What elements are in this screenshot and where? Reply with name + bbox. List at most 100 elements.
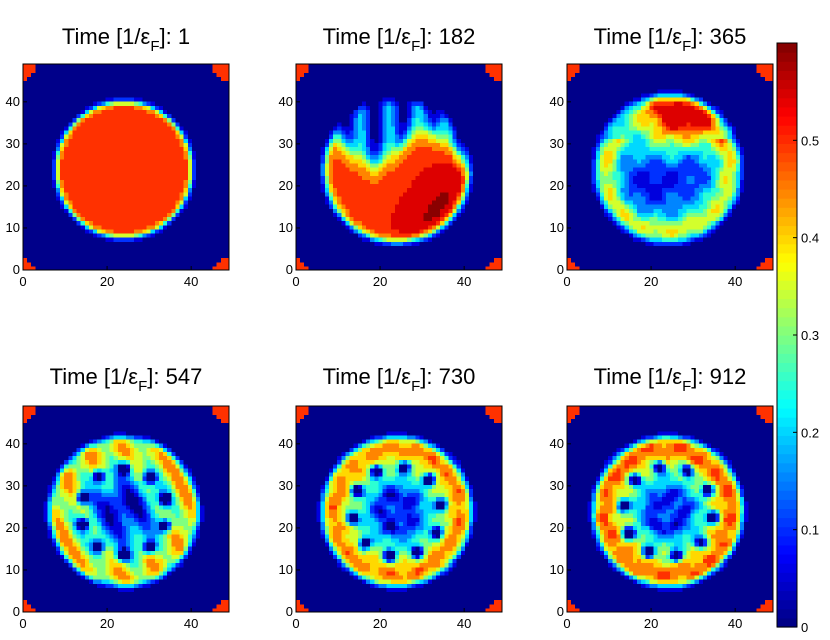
heatmap-cell (415, 105, 420, 110)
heatmap-cell (134, 216, 139, 221)
heatmap-cell (300, 175, 305, 180)
heatmap-cell (345, 254, 350, 259)
heatmap-cell (217, 118, 222, 123)
heatmap-cell (97, 200, 102, 205)
heatmap-cell (296, 171, 301, 176)
heatmap-cell (407, 134, 412, 139)
heatmap-cell (138, 101, 143, 106)
heatmap-cell (457, 85, 462, 90)
heatmap-cell (126, 204, 131, 209)
heatmap-cell (333, 196, 338, 201)
heatmap-cell (308, 142, 313, 147)
heatmap-cell (337, 171, 342, 176)
heatmap-cell (151, 101, 156, 106)
heatmap-cell (105, 212, 110, 217)
heatmap-cell (341, 126, 346, 131)
heatmap-cell (208, 155, 213, 160)
heatmap-cell (196, 85, 201, 90)
heatmap-cell (494, 216, 499, 221)
heatmap-cell (391, 126, 396, 131)
heatmap-cell (337, 97, 342, 102)
heatmap-cell (350, 233, 355, 238)
heatmap-cell (312, 101, 317, 106)
heatmap-cell (465, 241, 470, 246)
heatmap-cell (440, 188, 445, 193)
heatmap-cell (461, 76, 466, 81)
heatmap-cell (308, 126, 313, 131)
heatmap-cell (473, 93, 478, 98)
heatmap-cell (68, 163, 73, 168)
heatmap-cell (114, 233, 119, 238)
heatmap-cell (391, 237, 396, 242)
heatmap-cell (448, 118, 453, 123)
heatmap-cell (296, 237, 301, 242)
heatmap-cell (155, 258, 160, 263)
heatmap-cell (130, 85, 135, 90)
heatmap-cell (221, 229, 226, 234)
heatmap-cell (171, 109, 176, 114)
heatmap-cell (481, 159, 486, 164)
heatmap-cell (440, 241, 445, 246)
heatmap-cell (358, 183, 363, 188)
heatmap-cell (399, 72, 404, 77)
heatmap-cell (159, 204, 164, 209)
heatmap-cell (52, 237, 57, 242)
heatmap-cell (114, 146, 119, 151)
heatmap-cell (477, 105, 482, 110)
heatmap-cell (134, 262, 139, 267)
heatmap-cell (39, 68, 44, 73)
heatmap-cell (52, 146, 57, 151)
heatmap-cell (296, 130, 301, 135)
heatmap-cell (159, 97, 164, 102)
heatmap-cell (378, 163, 383, 168)
heatmap-cell (81, 204, 86, 209)
heatmap-cell (147, 229, 152, 234)
heatmap-cell (428, 237, 433, 242)
heatmap-cell (208, 216, 213, 221)
heatmap-cell (159, 118, 164, 123)
heatmap-cell (415, 254, 420, 259)
heatmap-cell (175, 122, 180, 127)
heatmap-cell (436, 118, 441, 123)
heatmap-cell (155, 229, 160, 234)
heatmap-cell (415, 249, 420, 254)
heatmap-cell (403, 179, 408, 184)
heatmap-cell (448, 101, 453, 106)
heatmap-cell (436, 225, 441, 230)
heatmap-cell (77, 68, 82, 73)
heatmap-cell (420, 212, 425, 217)
heatmap-cell (155, 163, 160, 168)
heatmap-cell (159, 212, 164, 217)
heatmap-cell (171, 204, 176, 209)
heatmap-cell (213, 146, 218, 151)
heatmap-cell (23, 163, 28, 168)
heatmap-cell (378, 101, 383, 106)
heatmap-cell (304, 109, 309, 114)
heatmap-cell (300, 188, 305, 193)
heatmap-cell (321, 229, 326, 234)
heatmap-cell (56, 138, 61, 143)
heatmap-cell (101, 216, 106, 221)
heatmap-cell (68, 179, 73, 184)
heatmap-cell (72, 175, 77, 180)
heatmap-cell (213, 151, 218, 156)
heatmap-cell (354, 254, 359, 259)
heatmap-cell (85, 196, 90, 201)
heatmap-cell (155, 105, 160, 110)
heatmap-cell (374, 80, 379, 85)
heatmap-cell (147, 258, 152, 263)
heatmap-cell (147, 204, 152, 209)
heatmap-cell (114, 179, 119, 184)
heatmap-cell (118, 192, 123, 197)
heatmap-cell (370, 101, 375, 106)
heatmap-cell (89, 188, 94, 193)
heatmap-cell (180, 192, 185, 197)
heatmap-cell (432, 101, 437, 106)
heatmap-cell (52, 76, 57, 81)
heatmap-cell (432, 113, 437, 118)
heatmap-cell (477, 245, 482, 250)
heatmap-cell (403, 72, 408, 77)
heatmap-cell (490, 93, 495, 98)
heatmap-cell (31, 134, 36, 139)
heatmap-cell (317, 93, 322, 98)
